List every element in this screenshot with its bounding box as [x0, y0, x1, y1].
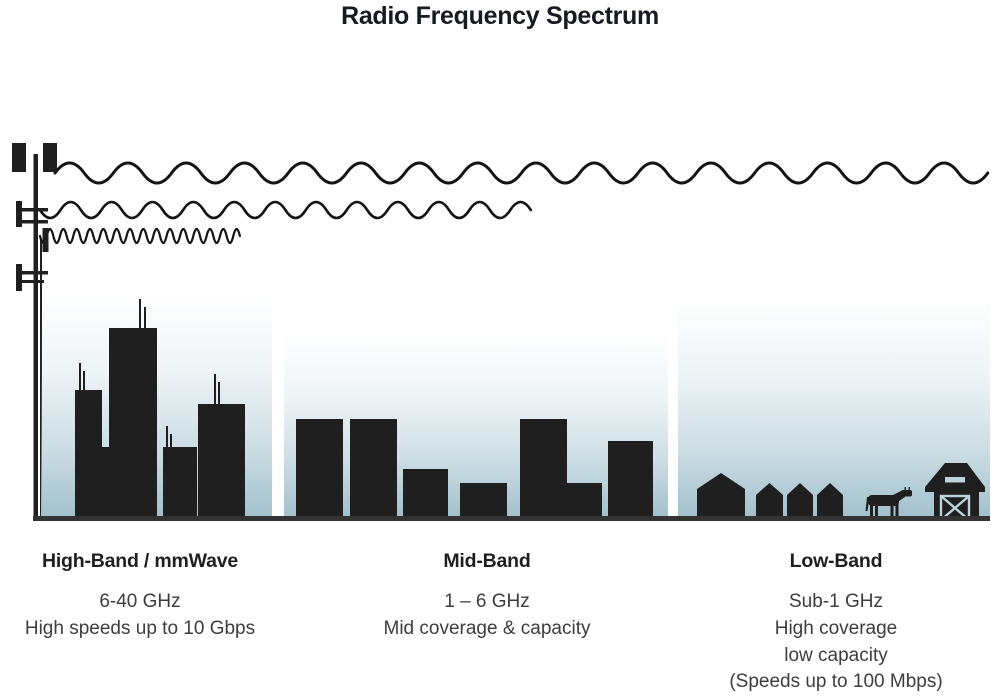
- radio-waves: [38, 161, 990, 245]
- ground-line: [33, 516, 990, 521]
- mid-band-heading: Mid-Band: [443, 550, 531, 572]
- skyscraper: [75, 390, 102, 516]
- building: [296, 419, 343, 516]
- skyscraper: [198, 404, 245, 516]
- low-band-frequency: Sub-1 GHz: [789, 591, 883, 612]
- building: [460, 483, 507, 516]
- diagram-title: Radio Frequency Spectrum: [341, 2, 659, 30]
- house-icon: [697, 473, 745, 516]
- cow-icon: [865, 487, 912, 516]
- rooftop-antenna-icon: [79, 363, 81, 390]
- mid-band-frequency: 1 – 6 GHz: [444, 591, 530, 612]
- house-icon: [817, 483, 843, 516]
- rooftop-antenna-icon: [218, 382, 220, 404]
- house-icon: [756, 483, 783, 516]
- building: [403, 469, 448, 516]
- high-band-frequency: 6-40 GHz: [99, 591, 181, 612]
- rooftop-antenna-icon: [83, 371, 85, 390]
- high-band-caption: High-Band / mmWave 6-40 GHz High speeds …: [0, 550, 280, 643]
- building: [608, 441, 653, 516]
- mid-band-caption: Mid-Band 1 – 6 GHz Mid coverage & capaci…: [347, 550, 627, 643]
- skyscraper: [109, 328, 157, 516]
- medium-wavelength-wave-icon: [38, 200, 533, 220]
- short-wavelength-wave-icon: [38, 227, 241, 245]
- building: [520, 419, 567, 516]
- low-band-description: (Speeds up to 100 Mbps): [729, 671, 943, 693]
- high-band-heading: High-Band / mmWave: [41, 550, 239, 572]
- high-band-description: High speeds up to 10 Gbps: [24, 617, 256, 639]
- low-band-heading: Low-Band: [789, 550, 883, 572]
- rooftop-antenna-icon: [144, 307, 146, 328]
- rooftop-antenna-icon: [166, 426, 168, 447]
- low-band-description: High coverage: [774, 617, 898, 639]
- house-icon: [787, 483, 813, 516]
- low-band-description: low capacity: [784, 644, 888, 666]
- rooftop-antenna-icon: [139, 299, 141, 328]
- low-band-caption: Low-Band Sub-1 GHz High coverage low cap…: [694, 550, 978, 696]
- skyscraper: [102, 447, 110, 516]
- mid-band-description: Mid coverage & capacity: [383, 617, 591, 639]
- building: [567, 483, 602, 516]
- rooftop-antenna-icon: [170, 434, 172, 447]
- long-wavelength-wave-icon: [53, 161, 990, 185]
- building: [350, 419, 397, 516]
- skyscraper: [163, 447, 197, 516]
- barn-icon: [925, 463, 985, 521]
- rooftop-antenna-icon: [214, 374, 216, 404]
